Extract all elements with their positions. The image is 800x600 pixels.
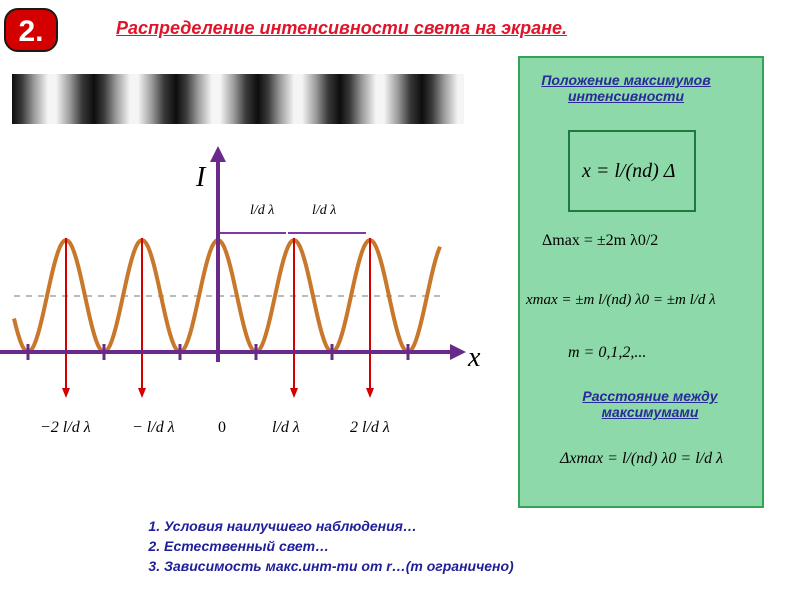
tick-label-plus-2: 2 l/d λ xyxy=(350,419,390,436)
formula-delta-max: Δmax = ±2m λ0/2 xyxy=(542,232,659,249)
formula-m-values: m = 0,1,2,... xyxy=(568,344,647,361)
y-axis-arrow xyxy=(210,146,226,162)
main-formula-box xyxy=(568,130,696,212)
x-axis-label: x xyxy=(467,342,481,373)
axis-ticks xyxy=(26,344,410,360)
interference-fringes-strip xyxy=(12,74,464,124)
heading-maxima-position: Положение максимумов интенсивности xyxy=(541,72,711,104)
formula-delta-x-max: Δxmax = l/(nd) λ0 = l/d λ xyxy=(560,450,724,467)
formula-panel xyxy=(518,56,764,508)
maximum-marker-arrow xyxy=(366,388,374,398)
tick-label-zero: 0 xyxy=(218,419,226,436)
formula-x-max: xmax = ±m l/(nd) λ0 = ±m l/d λ xyxy=(526,292,716,308)
list-item: Зависимость макс.инт-ти от r…(m ограниче… xyxy=(164,558,514,574)
slide-title: Распределение интенсивности света на экр… xyxy=(116,18,568,38)
list-item: Естественный свет… xyxy=(164,538,514,554)
tick-label-minus-2: −2 l/d λ xyxy=(40,419,91,436)
list-item: Условия наилучшего наблюдения… xyxy=(164,518,514,534)
y-axis-label: I xyxy=(195,162,207,193)
spacing-label-1: l/d λ xyxy=(250,203,274,218)
slide-number-badge: 2. xyxy=(4,8,58,52)
intensity-graph: I x l/d λ l/d λ −2 l/d λ − l/d λ 0 l/d λ… xyxy=(0,146,481,436)
maxima-markers xyxy=(62,238,374,398)
tick-label-minus-1: − l/d λ xyxy=(132,419,175,436)
maximum-marker-arrow xyxy=(138,388,146,398)
maximum-marker-arrow xyxy=(62,388,70,398)
tick-label-plus-1: l/d λ xyxy=(272,419,300,436)
spacing-label-2: l/d λ xyxy=(312,203,336,218)
x-axis-arrow xyxy=(450,344,466,360)
maximum-marker-arrow xyxy=(290,388,298,398)
heading-maxima-distance: Расстояние между максимумами xyxy=(582,388,718,420)
notes-list: Условия наилучшего наблюдения… Естествен… xyxy=(124,518,514,578)
formula-main: x = l/(nd) Δ xyxy=(582,160,676,182)
